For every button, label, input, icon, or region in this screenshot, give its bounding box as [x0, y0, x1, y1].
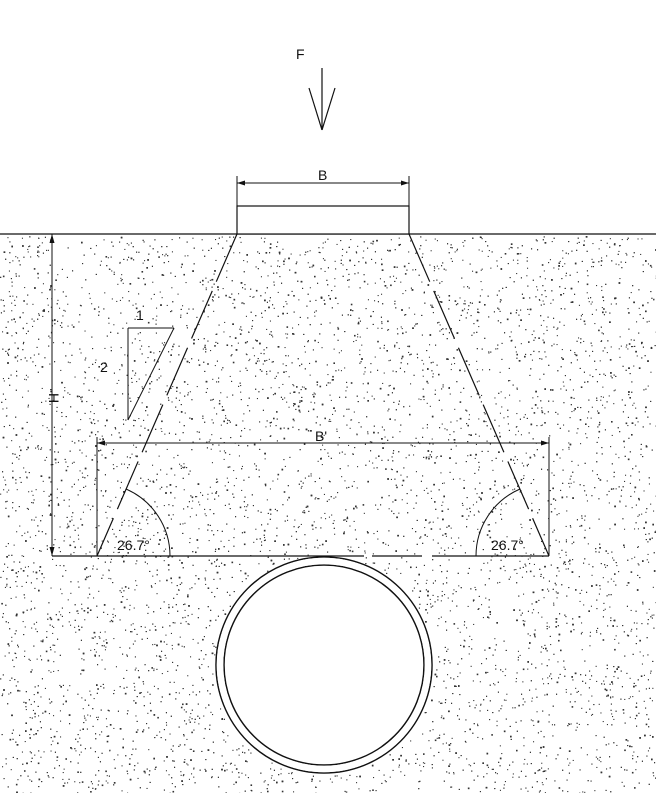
spread-line-left: [96, 233, 238, 557]
footing-width-label: B: [318, 167, 327, 183]
pipe: [215, 556, 433, 774]
soil-stipple: [0, 236, 656, 793]
angle-label-left: 26.7°: [117, 537, 150, 553]
pipe-wall: [216, 557, 432, 773]
force-label: F: [296, 46, 305, 62]
depth-label: H: [46, 393, 62, 403]
slope-triangle: [127, 327, 175, 421]
angle-label-right: 26.7°: [491, 537, 524, 553]
spread-line-right: [408, 233, 550, 557]
slope-run-label: 1: [136, 307, 144, 323]
force-arrow: [308, 68, 336, 131]
footing-width-dimension: [236, 176, 410, 206]
pipe-interior: [224, 565, 424, 765]
angle-arc-left: [125, 488, 171, 557]
slope-rise-label: 2: [100, 359, 108, 375]
spread-width-dimension: [96, 437, 550, 556]
angle-arc-right: [475, 488, 521, 557]
spread-width-label: B': [315, 428, 327, 444]
depth-dimension: [49, 234, 55, 556]
footing: [236, 205, 410, 235]
